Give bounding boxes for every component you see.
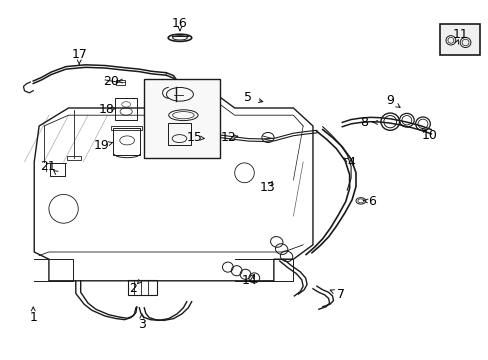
- Bar: [144, 79, 220, 158]
- Text: 21: 21: [40, 160, 56, 173]
- Bar: [115, 98, 137, 120]
- Text: 11: 11: [452, 28, 468, 41]
- Text: 15: 15: [186, 131, 202, 144]
- Text: 8: 8: [360, 116, 367, 129]
- Text: 6: 6: [367, 195, 375, 208]
- Bar: [167, 123, 191, 145]
- Text: 18: 18: [99, 103, 114, 116]
- Text: 10: 10: [421, 129, 436, 141]
- Bar: [439, 24, 479, 55]
- Bar: [67, 156, 81, 160]
- Bar: [111, 126, 142, 130]
- Bar: [116, 80, 124, 85]
- Text: 4: 4: [346, 156, 354, 169]
- Text: 1: 1: [29, 311, 37, 324]
- Bar: [50, 163, 64, 176]
- Text: 3: 3: [138, 318, 145, 330]
- Bar: [128, 280, 157, 295]
- Text: 2: 2: [129, 282, 137, 295]
- Text: 19: 19: [94, 139, 109, 152]
- Text: 12: 12: [221, 131, 236, 144]
- Text: 5: 5: [244, 91, 252, 104]
- Text: 16: 16: [172, 17, 187, 30]
- Text: 17: 17: [71, 48, 87, 61]
- Text: 9: 9: [386, 94, 393, 107]
- Text: 14: 14: [241, 274, 257, 287]
- Bar: [113, 128, 140, 155]
- Text: 13: 13: [260, 181, 275, 194]
- Text: 7: 7: [337, 288, 345, 301]
- Text: 20: 20: [103, 75, 119, 87]
